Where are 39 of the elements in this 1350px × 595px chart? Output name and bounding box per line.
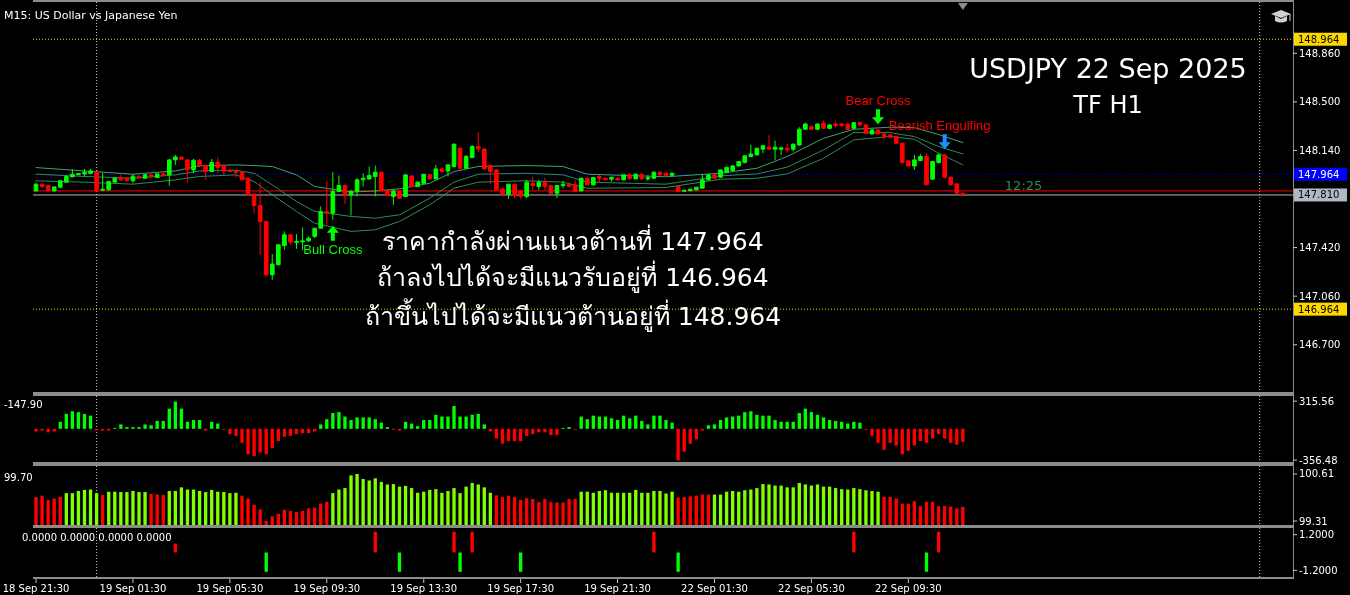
annotation: Bearish Engulfing: [888, 117, 991, 133]
y-tick-label: 147.420: [1299, 242, 1341, 254]
annotation: M15: US Dollar vs Japanese Yen: [4, 8, 178, 22]
y-tick-label: 100.61: [1299, 468, 1334, 480]
x-tick-label: 19 Sep 13:30: [390, 582, 458, 594]
y-tick-label: -356.48: [1299, 454, 1338, 466]
ref-line-label: 146.964: [1298, 303, 1340, 315]
y-tick-label: -1.2000: [1299, 564, 1338, 576]
x-tick-label: 18 Sep 21:30: [2, 582, 70, 594]
y-tick-label: 148.500: [1299, 96, 1341, 108]
annotation: ถ้าลงไปได้จะมีแนวรับอยู่ที่ 146.964: [377, 259, 769, 293]
x-tick-label: 22 Sep 09:30: [874, 582, 942, 594]
annotation: Bear Cross: [845, 92, 912, 108]
y-tick-label: 148.140: [1299, 144, 1341, 156]
annotation: ถ้าขึ้นไปได้จะมีแนวต้านอยู่ที่ 148.964: [364, 297, 782, 332]
y-tick-label: 315.56: [1299, 395, 1334, 407]
ref-line-label: 148.964: [1298, 33, 1340, 45]
y-tick-label: 148.860: [1299, 47, 1341, 59]
text: TF H1: [1072, 91, 1143, 119]
text: USDJPY 22 Sep 2025: [969, 52, 1247, 84]
ref-line-label: 147.810: [1298, 189, 1340, 201]
annotation: ราคากำลังผ่านแนวต้านที่ 147.964: [382, 223, 764, 256]
x-tick-label: 22 Sep 01:30: [681, 582, 748, 594]
y-tick-label: 146.700: [1299, 339, 1341, 351]
annotation: -147.90: [4, 398, 43, 410]
x-tick-label: 19 Sep 09:30: [293, 582, 361, 594]
text: 99.70: [4, 471, 33, 483]
y-tick-label: 147.060: [1299, 290, 1341, 302]
annotation: 12:25: [1004, 178, 1043, 194]
x-tick-label: 19 Sep 21:30: [584, 582, 651, 594]
ref-line-label: 147.964: [1298, 168, 1340, 180]
x-tick-label: 19 Sep 05:30: [196, 582, 264, 594]
x-tick-label: 19 Sep 01:30: [99, 582, 167, 594]
x-tick-label: 22 Sep 05:30: [778, 582, 845, 594]
y-tick-label: 99.31: [1299, 515, 1328, 527]
y-tick-label: 1.2000: [1299, 529, 1334, 541]
annotation: 0.0000 0.0000 0.0000 0.0000: [22, 531, 172, 543]
annotation: Bull Cross: [303, 242, 363, 258]
x-tick-label: 19 Sep 17:30: [487, 582, 555, 594]
